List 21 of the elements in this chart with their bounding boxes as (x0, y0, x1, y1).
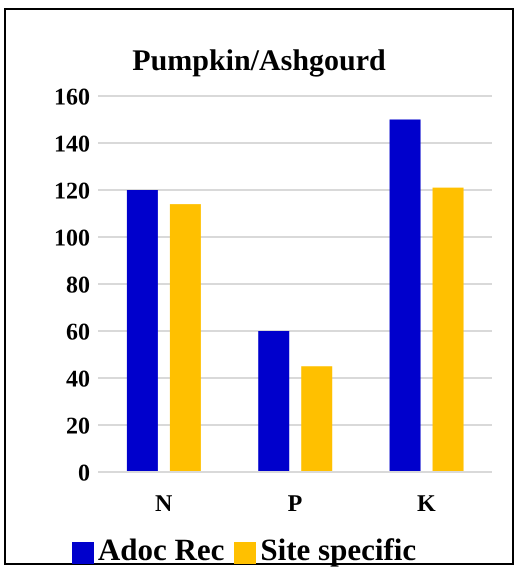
y-tick-label: 40 (66, 366, 90, 393)
legend-label: Adoc Rec (98, 532, 224, 567)
y-tick-label: 60 (66, 320, 90, 346)
x-tick-label: K (416, 491, 436, 518)
legend-label: Site specific (260, 532, 416, 567)
bar (301, 366, 332, 472)
bar (432, 188, 464, 472)
bar (126, 190, 158, 472)
y-tick-label: 140 (54, 132, 90, 158)
bar (258, 331, 290, 472)
x-tick-label: N (154, 491, 173, 518)
y-tick-label: 120 (54, 178, 90, 205)
y-tick-label: 0 (78, 460, 90, 487)
y-tick-label: 80 (66, 272, 90, 299)
bar (170, 204, 201, 472)
y-tick-label: 160 (54, 84, 90, 111)
bar (390, 120, 421, 472)
y-tick-label: 20 (66, 414, 90, 440)
chart-title: Pumpkin/Ashgourd (131, 44, 387, 78)
y-tick-label: 100 (54, 226, 90, 252)
x-tick-label: P (288, 491, 302, 518)
